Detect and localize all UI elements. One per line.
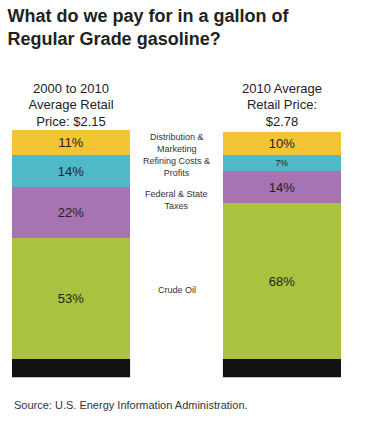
svg-text:7%: 7%: [276, 158, 289, 168]
svg-text:Federal & StateTaxes: Federal & StateTaxes: [145, 189, 208, 211]
svg-text:What do we pay for in a gallon: What do we pay for in a gallon ofRegular…: [8, 6, 290, 49]
svg-text:11%: 11%: [58, 135, 83, 150]
svg-text:Source: U.S. Energy Informatio: Source: U.S. Energy Information Administ…: [14, 399, 248, 411]
svg-text:Refining Costs &Profits: Refining Costs &Profits: [143, 156, 210, 178]
svg-text:14%: 14%: [58, 164, 84, 179]
svg-text:2010 AverageRetail Price:$2.78: 2010 AverageRetail Price:$2.78: [242, 81, 322, 130]
svg-text:22%: 22%: [58, 205, 84, 220]
svg-text:Crude Oil: Crude Oil: [158, 285, 196, 295]
svg-text:68%: 68%: [269, 274, 295, 289]
svg-text:53%: 53%: [58, 291, 84, 306]
svg-text:10%: 10%: [269, 136, 295, 151]
svg-text:2000 to 2010Average RetailPric: 2000 to 2010Average RetailPrice: $2.15: [29, 81, 114, 130]
svg-text:14%: 14%: [269, 180, 295, 195]
svg-text:Distribution &Marketing: Distribution &Marketing: [150, 132, 204, 154]
